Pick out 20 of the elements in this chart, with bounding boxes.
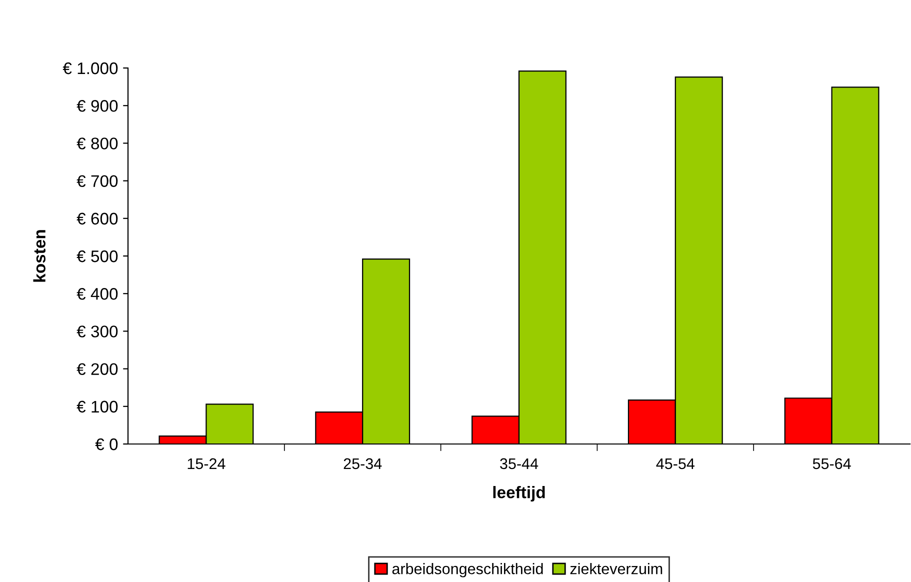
- x-tick-label: 55-64: [812, 458, 851, 470]
- y-tick-label: € 800: [76, 138, 118, 150]
- y-tick-label: € 300: [76, 326, 118, 338]
- x-tick-label: 35-44: [500, 458, 538, 470]
- y-tick-label: € 100: [76, 400, 118, 413]
- y-tick-label: € 500: [76, 250, 118, 262]
- x-axis-title: leeftijd: [493, 486, 545, 502]
- x-tick-label: 45-54: [656, 458, 694, 470]
- y-tick-label: € 200: [76, 363, 118, 376]
- y-tick-label: € 1.000: [62, 62, 118, 74]
- x-tick-label: 15-24: [188, 458, 226, 470]
- y-axis-title: kosten: [33, 230, 46, 282]
- x-tick-label: 25-34: [344, 458, 382, 470]
- y-tick-label: € 600: [76, 212, 118, 225]
- y-tick-label: € 700: [76, 175, 118, 188]
- y-tick-label: € 400: [76, 288, 118, 300]
- y-tick-label: € 900: [76, 100, 118, 112]
- legend-label: ziekteverzuim: [570, 563, 662, 574]
- y-tick-label: € 0: [95, 438, 118, 450]
- legend-label: arbeidsongeschiktheid: [392, 563, 543, 578]
